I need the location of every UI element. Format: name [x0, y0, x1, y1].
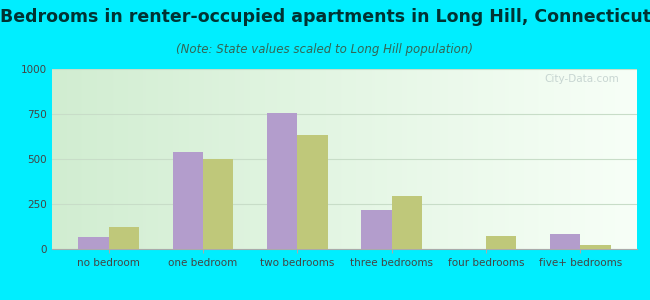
Bar	[486, 236, 516, 249]
Bar	[580, 245, 610, 249]
Bar	[267, 113, 297, 249]
Bar	[361, 210, 392, 249]
Text: (Note: State values scaled to Long Hill population): (Note: State values scaled to Long Hill …	[177, 44, 473, 56]
Text: City-Data.com: City-Data.com	[545, 74, 619, 84]
Bar	[79, 237, 109, 249]
Bar	[550, 234, 580, 249]
Bar	[297, 135, 328, 249]
Bar	[173, 152, 203, 249]
Bar	[392, 196, 422, 249]
Bar	[203, 159, 233, 249]
Bar	[109, 227, 139, 249]
Text: Bedrooms in renter-occupied apartments in Long Hill, Connecticut: Bedrooms in renter-occupied apartments i…	[0, 8, 650, 26]
